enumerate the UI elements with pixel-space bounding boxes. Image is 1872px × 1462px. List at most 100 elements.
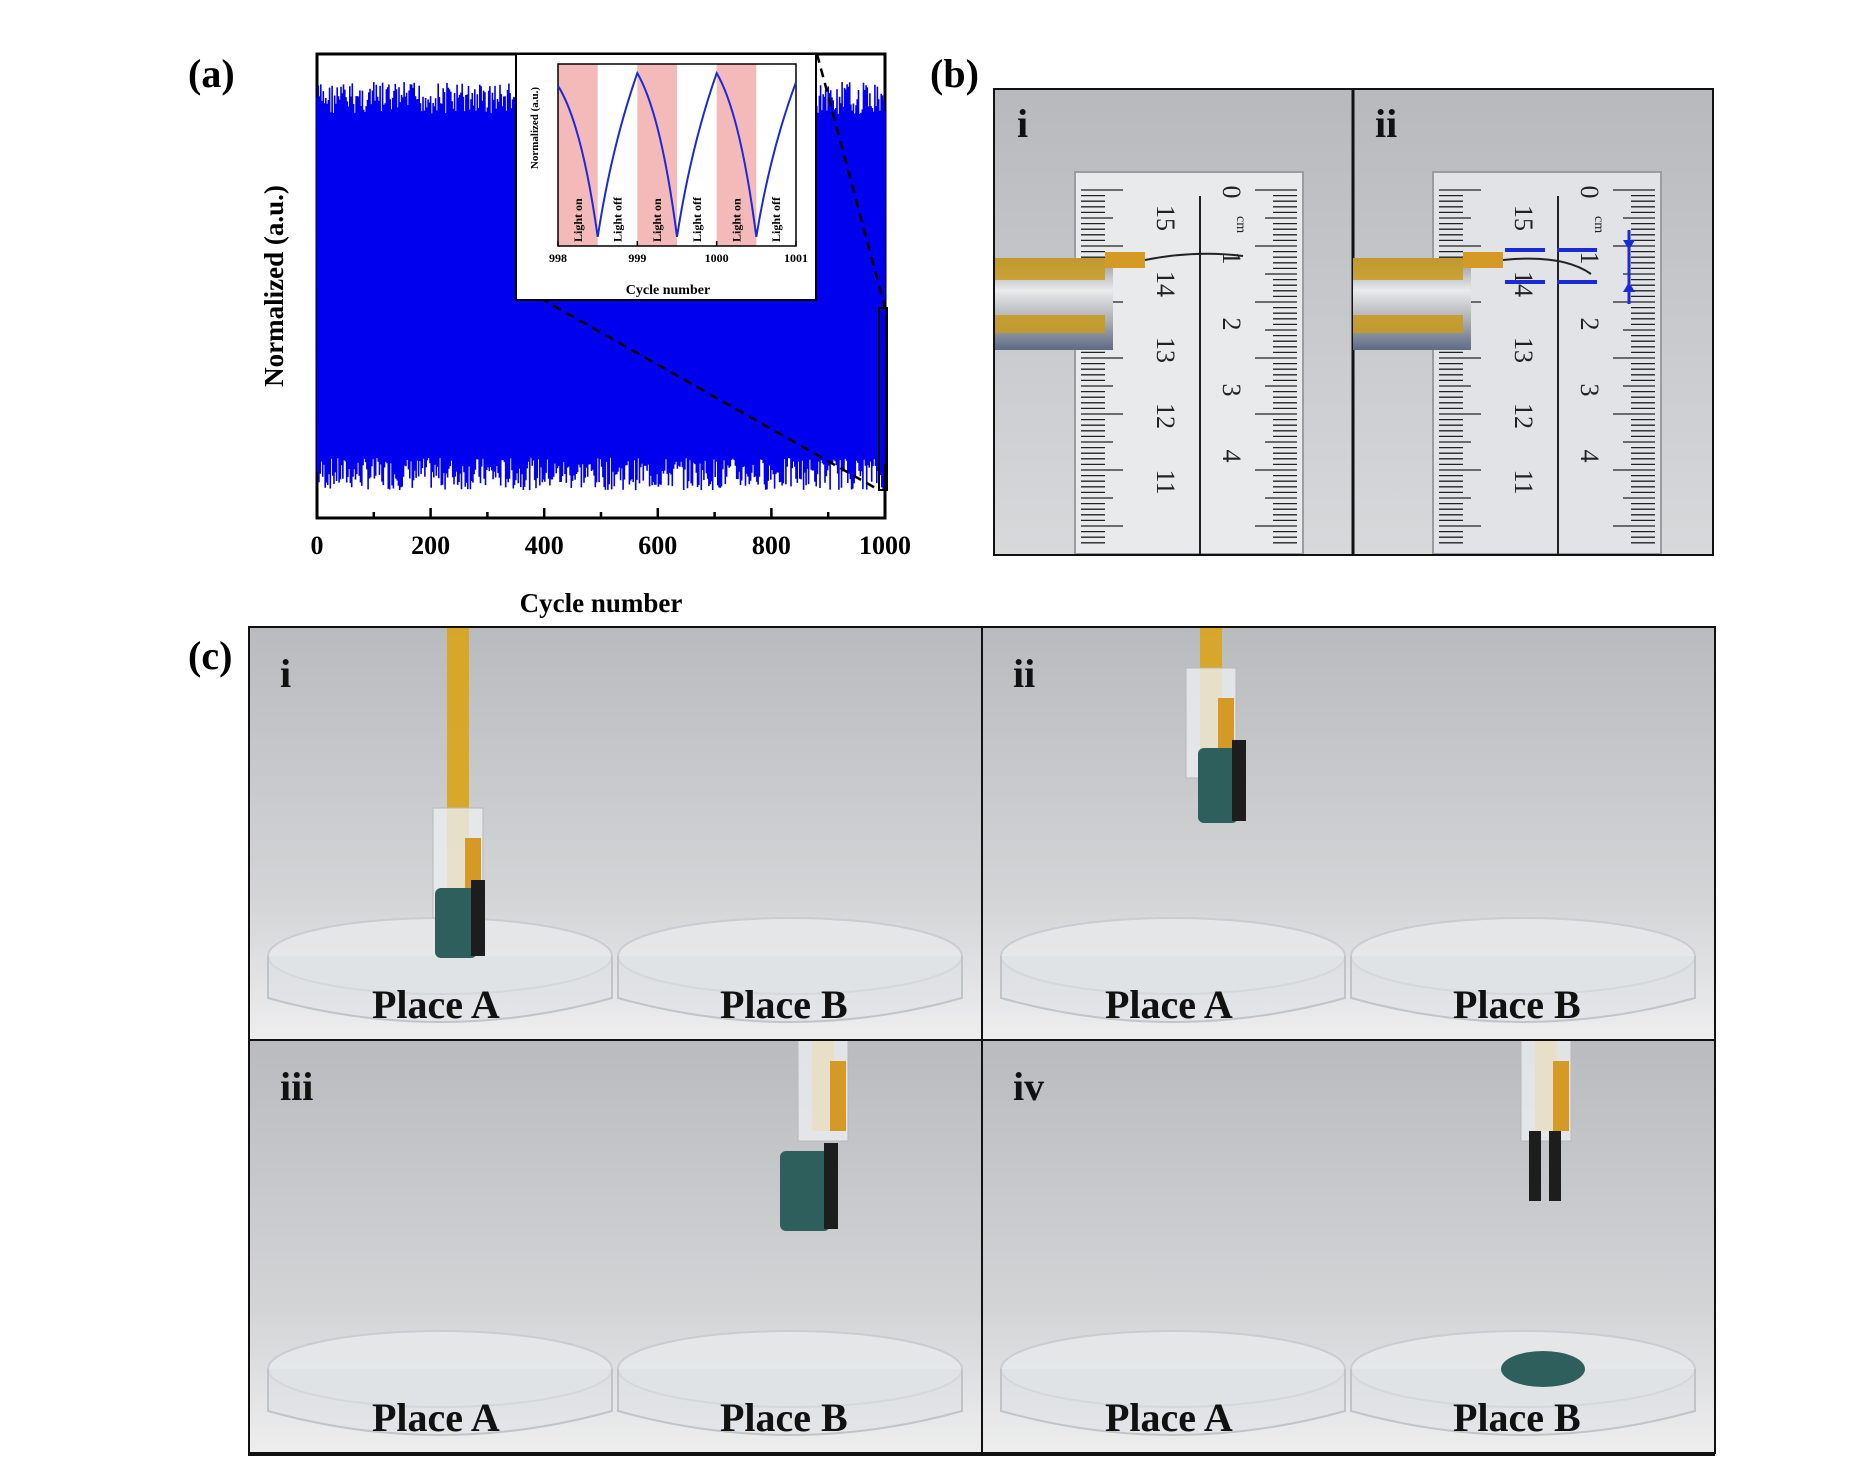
actuator-tab [1463, 252, 1503, 268]
ruler-number-left: 11 [1509, 469, 1538, 494]
light-state-label: Light off [611, 196, 625, 242]
light-on-band [716, 64, 757, 246]
ruler-number-left: 12 [1509, 403, 1538, 429]
petri-dish-wall [1000, 1369, 1346, 1436]
ruler-number-left: 14 [1151, 271, 1180, 297]
light-on-band [637, 64, 677, 246]
actuator-finger [824, 1143, 838, 1229]
ruler-number-left: 11 [1151, 469, 1180, 494]
actuator-finger [1529, 1131, 1541, 1201]
panel-label-c: (c) [188, 633, 233, 678]
inset-chart: Light on Light off Light on Light off Light … [515, 53, 817, 301]
place-a-label: Place A [1105, 982, 1233, 1027]
petri-dish-wall [267, 956, 613, 1023]
ruler-body [1074, 171, 1304, 554]
place-b-label: Place B [1453, 1395, 1581, 1440]
sponge-object [1198, 748, 1238, 823]
panel-label-a: (a) [188, 51, 235, 96]
ruler-number-right: 2 [1217, 318, 1246, 331]
demo-photo-iii: iii Place A Place B [248, 1039, 983, 1454]
actuator-tab [1105, 252, 1145, 268]
main-x-axis-label: Cycle number [520, 588, 683, 618]
main-x-axis: 0 200 400 600 800 1000 [311, 508, 911, 560]
actuator-finger [471, 880, 485, 956]
inset-x-tick-label: 1001 [784, 251, 808, 265]
demo-photo-scene [250, 1041, 981, 1452]
ruler-number-right: 3 [1217, 384, 1246, 397]
light-state-label: Light off [769, 196, 783, 242]
photo-b-numeral-i: i [1017, 101, 1029, 146]
ruler-number-right: 0 [1575, 186, 1604, 199]
cycle-chart: 0 200 400 600 800 1000 Cycle number Normalize… [259, 52, 911, 618]
place-a-label: Place A [1105, 1395, 1233, 1440]
inset-x-tick-label: 999 [628, 251, 646, 265]
ruler-number-left: 13 [1151, 337, 1180, 363]
sponge-object [435, 888, 477, 958]
ruler-number-right: 3 [1575, 384, 1604, 397]
kapton-tape [995, 315, 1105, 333]
petri-dish-wall [1350, 956, 1696, 1023]
kapton-tape [1353, 258, 1463, 280]
ruler-unit-label: cm [1233, 216, 1248, 233]
inset-x-axis-label: Cycle number [626, 283, 710, 298]
inset-series-path [557, 70, 797, 238]
ruler-photos-svg: 151413121101234cm151413121101234cm [995, 90, 1712, 554]
gripper-tape [1553, 1061, 1569, 1131]
actuator-film [1144, 252, 1244, 261]
demo-photo-iv: iv Place A Place B [981, 1039, 1716, 1454]
inset-x-tick-label: 998 [549, 251, 567, 265]
place-a-label: Place A [372, 982, 500, 1027]
petri-dish-wall [267, 1369, 613, 1436]
petri-dish-wall [617, 1369, 963, 1436]
ruler-photo-panel: 151413121101234cm151413121101234cm i ii [993, 88, 1714, 556]
x-tick-label: 200 [411, 531, 450, 560]
inset-x-tick-label: 1000 [705, 251, 729, 265]
ruler-number-left: 13 [1509, 337, 1538, 363]
place-a-label: Place A [372, 1395, 500, 1440]
x-tick-label: 800 [752, 531, 791, 560]
ruler-number-left: 12 [1151, 403, 1180, 429]
photo-c-numeral: iii [280, 1064, 314, 1109]
petri-dish-wall [1350, 1369, 1696, 1436]
actuator-finger [1232, 740, 1246, 821]
ruler-body [1432, 171, 1662, 554]
petri-dish-wall [617, 956, 963, 1023]
place-b-label: Place B [720, 1395, 848, 1440]
x-tick-label: 400 [525, 531, 564, 560]
light-state-label: Light on [730, 198, 744, 242]
actuator-film [1502, 257, 1592, 275]
petri-dish-wall [1000, 956, 1346, 1023]
demo-photo-grid: i Place A Place B ii Place A Place B iii Place … [248, 626, 1716, 1456]
inset-y-axis-label: Normalized (a.u.) [529, 87, 541, 170]
light-on-band [558, 64, 598, 246]
photo-b-numeral-ii: ii [1375, 101, 1398, 146]
ruler-number-right: 1 [1575, 252, 1604, 265]
inset-plot-frame [557, 63, 797, 247]
photo-c-numeral: iv [1013, 1064, 1045, 1109]
ruler-number-right: 0 [1217, 186, 1246, 199]
photo-c-numeral: ii [1013, 651, 1036, 696]
kapton-tape [995, 258, 1105, 280]
zoom-connector-bottom [539, 296, 880, 492]
x-tick-label: 0 [311, 531, 324, 560]
light-state-label: Light on [650, 198, 664, 242]
zoom-region-box [878, 307, 888, 491]
ruler-number-right: 2 [1575, 318, 1604, 331]
ruler-number-left: 15 [1151, 205, 1180, 231]
photo-c-numeral: i [280, 651, 292, 696]
place-b-label: Place B [720, 982, 848, 1027]
x-tick-label: 600 [638, 531, 677, 560]
panel-label-b: (b) [930, 51, 979, 96]
main-y-axis-label: Normalized (a.u.) [259, 185, 289, 387]
ruler-unit-label: cm [1591, 216, 1606, 233]
demo-photo-scene [983, 1041, 1714, 1452]
demo-photo-scene [250, 628, 981, 1039]
kapton-tape [1353, 315, 1463, 333]
light-state-label: Light off [690, 196, 704, 242]
x-tick-label: 1000 [859, 531, 911, 560]
light-state-label: Light on [571, 198, 585, 242]
demo-photo-ii: ii Place A Place B [981, 626, 1716, 1041]
ruler-number-left: 15 [1509, 205, 1538, 231]
demo-photo-scene [983, 628, 1714, 1039]
